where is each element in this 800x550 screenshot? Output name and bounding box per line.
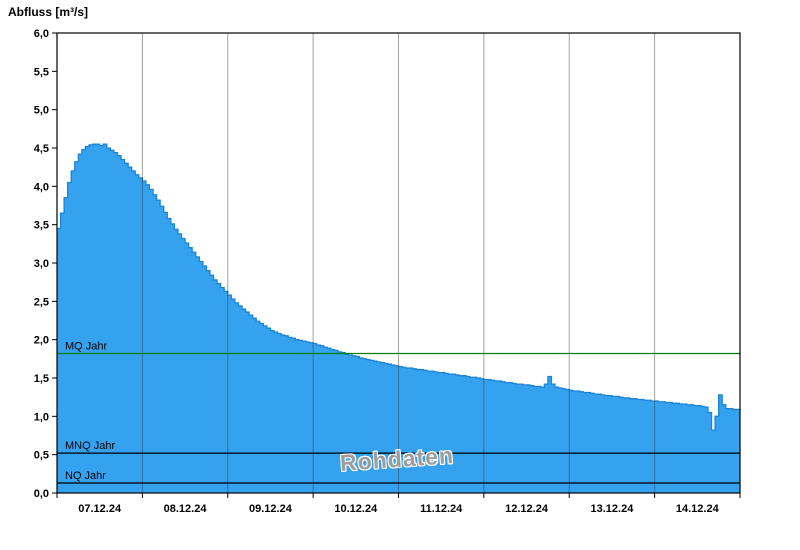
- y-tick-label: 2,5: [34, 296, 49, 308]
- y-tick-label: 0,0: [34, 488, 49, 500]
- y-tick-label: 5,5: [34, 66, 49, 78]
- reference-label-mnq-jahr: MNQ Jahr: [65, 440, 115, 452]
- x-tick-label: 07.12.24: [78, 503, 122, 515]
- x-tick-label: 11.12.24: [420, 503, 463, 515]
- y-tick-label: 5,0: [34, 105, 49, 117]
- y-tick-label: 3,5: [34, 220, 49, 232]
- reference-label-mq-jahr: MQ Jahr: [65, 340, 108, 352]
- x-tick-label: 09.12.24: [249, 503, 293, 515]
- y-tick-label: 4,0: [34, 181, 49, 193]
- y-tick-label: 1,5: [34, 373, 49, 385]
- x-tick-label: 13.12.24: [591, 503, 635, 515]
- x-tick-label: 08.12.24: [164, 503, 208, 515]
- x-tick-label: 14.12.24: [676, 503, 720, 515]
- discharge-line: [57, 143, 741, 431]
- reference-label-nq-jahr: NQ Jahr: [65, 470, 106, 482]
- y-tick-label: 2,0: [34, 335, 49, 347]
- plot-border: [56, 32, 741, 494]
- y-tick-label: 0,5: [34, 450, 49, 462]
- y-tick-label: 3,0: [34, 258, 49, 270]
- x-tick-label: 10.12.24: [334, 503, 378, 515]
- y-tick-label: 1,0: [34, 411, 49, 423]
- x-tick-label: 12.12.24: [505, 503, 549, 515]
- y-tick-label: 4,5: [34, 143, 49, 155]
- y-tick-label: 6,0: [34, 28, 49, 40]
- y-axis-title: Abfluss [m³/s]: [8, 5, 89, 19]
- discharge-area-fill: [57, 144, 740, 494]
